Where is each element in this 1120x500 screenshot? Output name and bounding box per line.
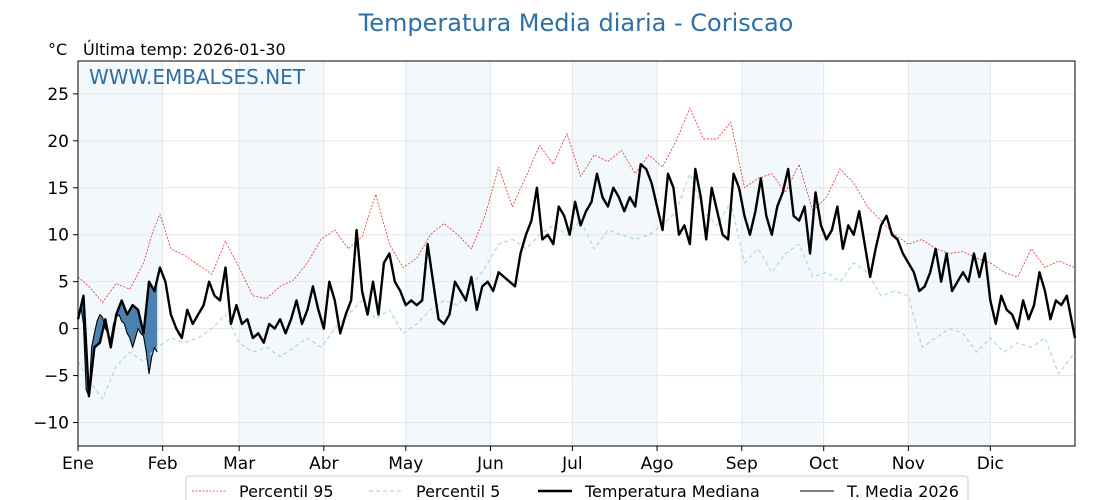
- watermark: WWW.EMBALSES.NET: [89, 65, 306, 89]
- y-tick-label: 25: [47, 85, 69, 105]
- chart-title: Temperatura Media diaria - Coriscao: [358, 9, 794, 37]
- legend-label-percentil-95: Percentil 95: [239, 482, 334, 500]
- series-lines: [76, 107, 1077, 400]
- x-tick-label-oct: Oct: [809, 454, 839, 474]
- last-temp-label: Última temp: 2026-01-30: [83, 40, 286, 59]
- y-tick-label: −5: [44, 367, 69, 387]
- y-tick-label: 20: [47, 132, 69, 152]
- x-tick-label-jul: Jul: [561, 454, 583, 474]
- y-tick-label: −10: [33, 414, 69, 434]
- legend-box: [185, 475, 969, 500]
- y-axis: −10 −5 0 5 10 15 20 25: [33, 85, 78, 434]
- legend-label-percentil-5: Percentil 5: [416, 482, 500, 500]
- shade-mar: [239, 61, 324, 446]
- x-tick-label-ago: Ago: [641, 454, 674, 474]
- shade-sep: [741, 61, 824, 446]
- y-tick-label: 10: [47, 226, 69, 246]
- legend-label-t-media-2026: T. Media 2026: [846, 482, 959, 500]
- x-tick-label-ene: Ene: [62, 454, 94, 474]
- legend: Percentil 95 Percentil 5 Temperatura Media…: [185, 475, 969, 500]
- line-t-media-2026: [77, 304, 158, 397]
- line-temperatura-mediana: [76, 163, 1077, 398]
- x-tick-label-dic: Dic: [977, 454, 1004, 474]
- line-percentil-95: [77, 107, 1076, 303]
- x-tick-label-abr: Abr: [309, 454, 338, 474]
- shade-may: [405, 61, 491, 446]
- x-tick-label-mar: Mar: [223, 454, 255, 474]
- plot-frame: [77, 60, 1076, 447]
- legend-label-temperatura-mediana: Temperatura Mediana: [584, 482, 760, 500]
- y-tick-label: 15: [47, 179, 69, 199]
- y-tick-label: 5: [58, 273, 69, 293]
- shade-ene: [78, 61, 163, 446]
- unit-label: °C: [48, 40, 67, 59]
- y-tick-label: 0: [58, 320, 69, 340]
- x-tick-label-jun: Jun: [476, 454, 504, 474]
- month-shading: [78, 61, 991, 446]
- x-tick-label-feb: Feb: [148, 454, 178, 474]
- x-tick-label-nov: Nov: [892, 454, 925, 474]
- x-tick-label-may: May: [388, 454, 423, 474]
- shade-nov: [908, 61, 991, 446]
- shade-jul: [572, 61, 658, 446]
- x-axis: Ene Feb Mar Abr May Jun Jul Ago Sep Oct Nov Dic: [62, 446, 1004, 474]
- x-tick-label-sep: Sep: [726, 454, 758, 474]
- line-percentil-5: [77, 173, 1076, 400]
